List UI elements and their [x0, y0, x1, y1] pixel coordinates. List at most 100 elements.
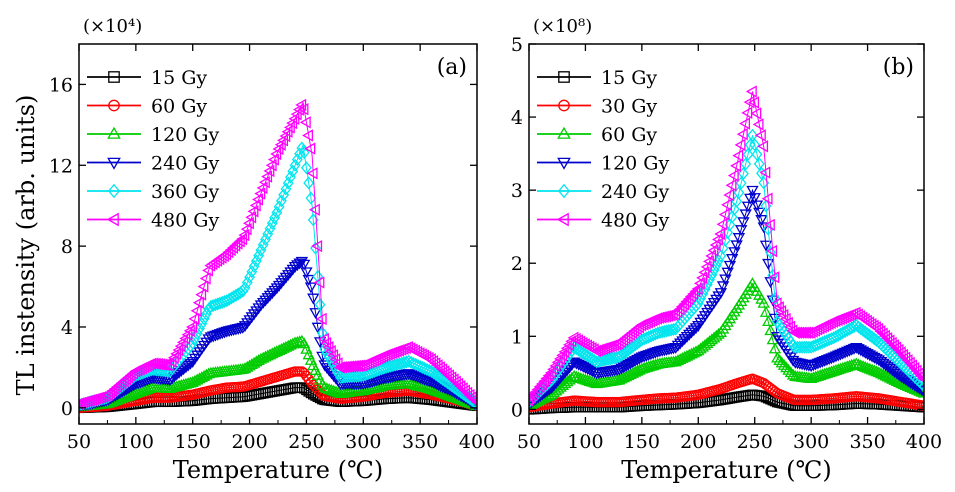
data-point — [202, 367, 215, 379]
data-point — [249, 199, 261, 212]
data-point — [565, 371, 579, 383]
legend-label: 480 Gy — [601, 210, 669, 232]
data-point — [754, 129, 766, 142]
data-point — [279, 272, 293, 284]
data-point — [202, 264, 213, 277]
data-point — [732, 233, 746, 244]
y-tick-label: 1 — [511, 326, 523, 348]
data-point — [915, 371, 924, 382]
y-multiplier: (×10⁴) — [83, 16, 142, 37]
data-point — [619, 361, 633, 373]
x-axis-label: Temperature (℃) — [173, 456, 383, 484]
data-point — [315, 312, 327, 326]
data-point — [747, 128, 758, 142]
data-point — [199, 272, 211, 285]
x-tick-label: 350 — [402, 431, 438, 453]
data-point — [757, 222, 770, 234]
data-point — [244, 270, 256, 284]
data-point — [741, 201, 755, 213]
data-point — [689, 285, 701, 298]
y-tick-label: 12 — [49, 155, 73, 177]
data-point — [734, 225, 748, 237]
y-multiplier: (×10⁸) — [533, 16, 592, 37]
data-point — [702, 255, 714, 268]
data-point — [876, 327, 888, 340]
legend-marker — [108, 71, 120, 83]
data-point — [456, 382, 468, 395]
x-tick-label: 200 — [680, 431, 716, 453]
legend-label: 480 Gy — [151, 210, 219, 232]
data-point — [292, 103, 304, 116]
data-point — [692, 344, 705, 356]
data-point — [701, 337, 714, 348]
data-point — [533, 380, 545, 393]
legend-marker — [107, 183, 121, 199]
data-point — [556, 379, 570, 390]
data-point — [721, 198, 732, 211]
data-point — [200, 307, 212, 321]
y-tick-label: 3 — [511, 180, 523, 202]
legend-marker — [556, 212, 569, 227]
data-point — [901, 354, 913, 367]
data-point — [616, 348, 627, 362]
data-point — [428, 366, 440, 380]
data-point — [703, 335, 716, 347]
data-point — [714, 227, 726, 241]
data-point — [328, 358, 340, 372]
data-point — [782, 363, 795, 375]
data-point — [302, 274, 315, 286]
data-point — [190, 304, 202, 317]
x-tick-label: 250 — [737, 431, 773, 453]
data-point — [698, 338, 712, 350]
panel-b: 50 100 150 200 250 300 350 400 0 1 2 3 4 5 (×10⁸) (b) Te… — [511, 16, 942, 484]
data-point — [259, 295, 272, 307]
data-point — [775, 356, 788, 368]
x-tick-label: 150 — [175, 431, 211, 453]
y-tick-label: 5 — [511, 34, 523, 56]
data-point — [203, 302, 215, 316]
data-point — [917, 374, 924, 383]
legend-label: 15 Gy — [601, 67, 657, 89]
plot-area — [529, 85, 924, 415]
data-point — [864, 328, 876, 342]
legend-item: 15 Gy — [87, 67, 207, 89]
data-point — [316, 326, 328, 340]
data-point — [711, 233, 723, 246]
data-point — [629, 338, 641, 352]
data-point — [308, 203, 320, 216]
data-point — [531, 383, 543, 396]
data-point — [188, 312, 200, 326]
data-point — [871, 333, 883, 348]
data-point — [284, 267, 297, 279]
data-point — [321, 346, 333, 360]
data-point — [238, 228, 250, 242]
data-point — [879, 329, 890, 343]
data-point — [918, 400, 924, 411]
data-point — [631, 354, 644, 366]
data-point — [668, 322, 679, 337]
legend-marker — [557, 126, 571, 139]
data-point — [622, 359, 635, 371]
series-480-gy — [529, 85, 924, 407]
legend-item: 480 Gy — [537, 210, 669, 232]
data-point — [678, 334, 691, 346]
data-point — [687, 325, 700, 337]
data-point — [766, 244, 778, 258]
data-point — [719, 274, 732, 286]
data-point — [628, 356, 642, 368]
data-point — [897, 348, 909, 362]
x-tick-label: 350 — [849, 431, 885, 453]
data-point — [676, 336, 689, 348]
legend-item: 60 Gy — [537, 124, 657, 146]
data-point — [305, 191, 317, 205]
data-point — [242, 217, 254, 230]
x-tick-label: 400 — [459, 431, 495, 453]
data-point — [714, 288, 728, 300]
legend-item: 60 Gy — [87, 96, 207, 118]
data-point — [762, 258, 775, 270]
data-point — [221, 294, 233, 308]
data-point — [268, 285, 281, 297]
y-axis-label: TL instensity (arb. units) — [12, 95, 40, 396]
legend-label: 60 Gy — [151, 96, 207, 118]
